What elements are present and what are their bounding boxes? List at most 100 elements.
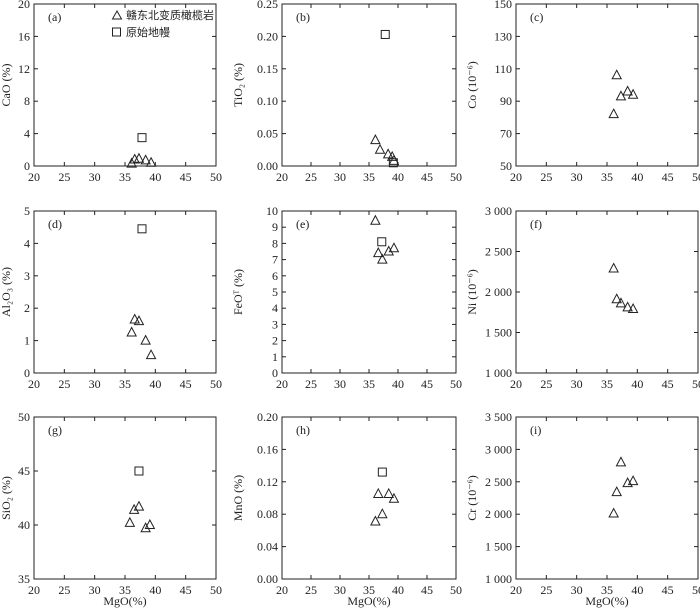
y-tick-label: 0.25 [257,0,278,11]
x-tick-label: 35 [601,170,613,184]
panel-g: 20 25 30 35 40 45 50 35 40 45 50 (g) SiO₂ (%) MgO(%) [0,410,222,608]
y-tick-label: 3 000 [485,442,512,456]
plot-frame [515,416,699,580]
y-tick-label: 4 [24,127,30,141]
x-tick-label: 20 [28,170,40,184]
x-tick-label: 30 [334,170,346,184]
triangle-point [129,313,141,324]
panel-label: (b) [296,10,310,24]
x-tick-label: 25 [305,583,317,597]
y-tick-label: 3 000 [485,204,512,218]
x-tick-label: 45 [421,583,433,597]
triangle-point [140,334,151,345]
x-tick-label: 45 [180,170,192,184]
square-point [380,29,390,39]
panel-label: (c) [530,10,543,24]
panel-label: (g) [48,423,62,437]
triangle-point [388,492,400,503]
x-tick-label: 45 [421,377,433,391]
y-tick-label: 8 [24,94,30,108]
y-tick-label: 5 [272,285,278,299]
y-tick-label: 45 [18,464,30,478]
y-tick-label: 3 [272,317,278,331]
y-tick-label: 7 [272,253,278,267]
y-tick-label: 2 [24,301,30,315]
panel-label: (a) [48,10,61,24]
x-axis-title: MgO(%) [585,594,628,608]
triangle-point [372,247,384,258]
square-point [377,237,387,247]
y-tick-label: 6 [272,269,278,283]
square-point [388,158,398,168]
panel-label: (e) [296,217,309,231]
x-tick-label: 50 [450,377,462,391]
triangle-point [377,508,388,519]
square-point [377,467,387,477]
x-tick-label: 50 [450,583,462,597]
triangle-point [622,85,633,96]
y-tick-label: 35 [18,572,30,586]
triangle-point [622,301,633,312]
x-tick-label: 50 [450,170,462,184]
triangle-point [140,154,151,165]
x-tick-label: 45 [662,170,674,184]
triangle-point [608,108,620,119]
triangle-point [627,475,639,486]
triangle-point [388,154,400,165]
plot-frame [515,210,699,374]
triangle-point [611,486,623,497]
x-tick-label: 50 [692,583,700,597]
triangle-point [611,69,623,80]
x-tick-label: 40 [149,377,161,391]
x-tick-label: 50 [692,377,700,391]
y-tick-label: 20 [18,0,30,11]
y-tick-label: 40 [18,518,30,532]
square-point [137,133,147,143]
x-tick-label: 40 [392,377,404,391]
y-tick-label: 16 [18,29,30,43]
y-tick-label: 12 [18,62,30,76]
y-axis-title: SiO₂ (%) [0,476,13,520]
y-tick-label: 5 [24,204,30,218]
x-tick-label: 20 [276,583,288,597]
x-tick-label: 30 [334,377,346,391]
triangle-point [615,297,627,308]
x-tick-label: 45 [180,377,192,391]
x-tick-label: 20 [510,170,522,184]
legend-triangle-label: 赣东北变质橄榄岩 [126,8,214,22]
square-point [134,466,144,476]
panel-a: 20 25 30 35 40 45 50 0 4 8 12 16 20 (a) CaO (%) [0,0,222,184]
triangle-point [388,242,400,253]
y-axis-title: TiO₂ (%) [231,63,245,107]
x-tick-label: 30 [334,583,346,597]
x-tick-label: 35 [601,377,613,391]
x-tick-label: 40 [149,170,161,184]
y-axis-title: MnO (%) [231,475,245,521]
x-tick-label: 25 [305,170,317,184]
y-axis-title: Ni (10⁻⁶) [465,269,479,315]
x-tick-label: 25 [540,583,552,597]
x-tick-label: 40 [631,377,643,391]
y-tick-label: 1 500 [485,326,512,340]
x-tick-label: 20 [510,583,522,597]
y-tick-label: 2 [272,334,278,348]
x-tick-label: 50 [692,170,700,184]
panel-b: 20 25 30 35 40 45 50 0.00 0.05 0.10 0.15 0.20 0.25 (b… [231,0,462,184]
plot-frame [281,416,457,580]
triangle-point [129,153,141,164]
y-tick-label: 0.15 [257,62,278,76]
y-tick-label: 110 [494,62,512,76]
plot-frame [281,210,457,374]
triangle-point [372,487,384,498]
x-tick-label: 30 [571,583,583,597]
x-tick-label: 25 [58,583,70,597]
plot-frame [281,3,457,167]
legend: 赣东北变质橄榄岩 原始地幔 [111,8,214,39]
panel-label: (h) [296,423,310,437]
y-tick-label: 130 [494,29,512,43]
triangle-point [144,518,156,529]
panel-i: 20 25 30 35 40 45 50 1 000 1 500 2 000 2 500 3 000 3… [465,410,700,608]
x-tick-label: 30 [571,377,583,391]
y-tick-label: 3 500 [485,410,512,424]
